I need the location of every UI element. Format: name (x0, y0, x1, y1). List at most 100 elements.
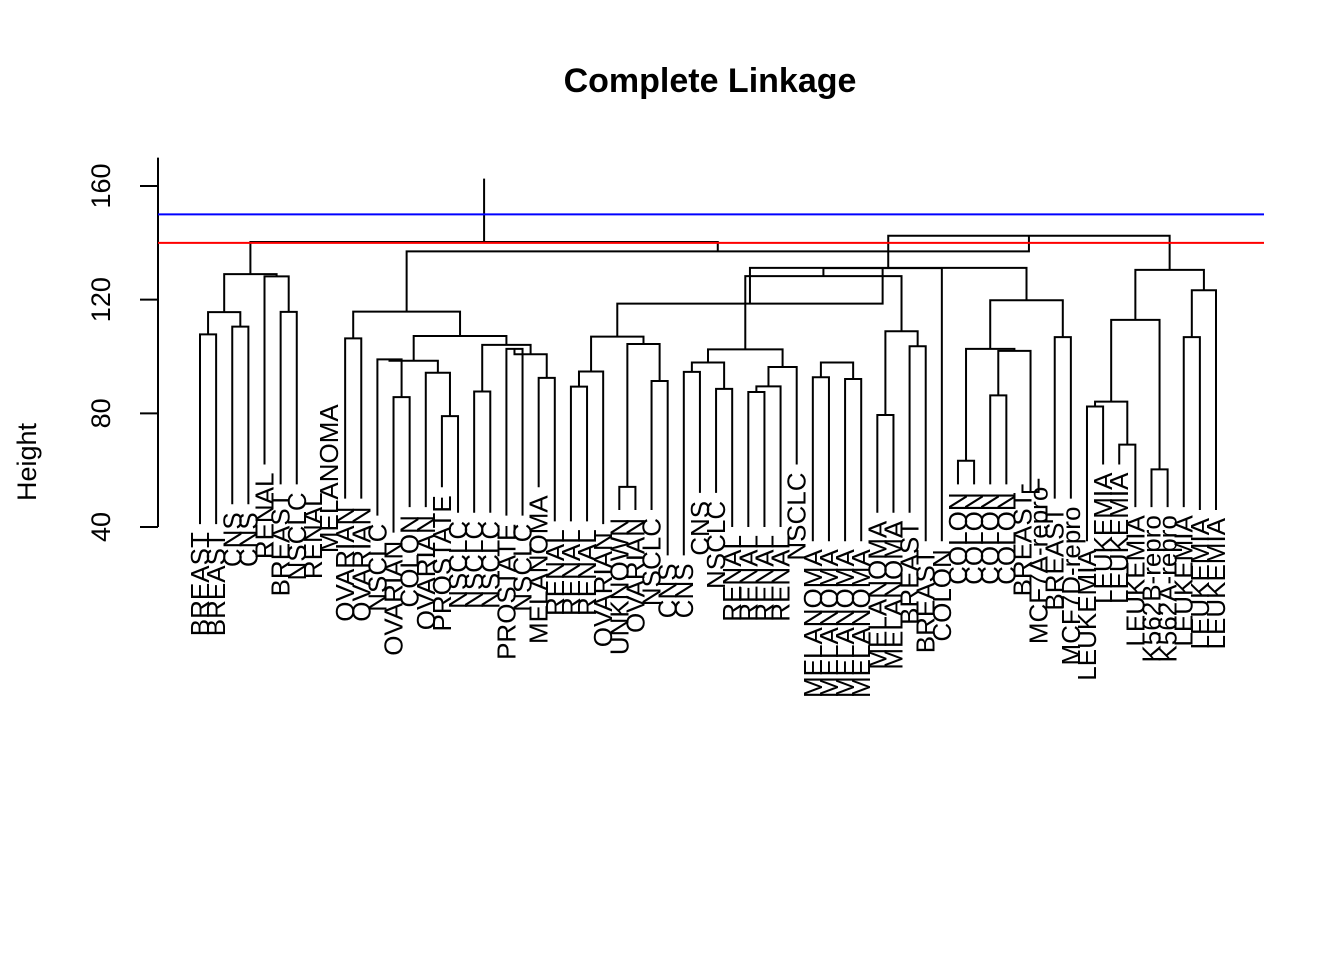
dendrogram-tree (199, 178, 1217, 556)
leaf-label: CNS (669, 563, 699, 618)
dendrogram-merge-43 (989, 394, 1008, 485)
leaf-label: RENAL (717, 535, 747, 622)
y-tick-label: 80 (86, 398, 116, 428)
leaf-label: RENAL (766, 535, 796, 622)
dendrogram-merge-25 (590, 335, 645, 372)
dendrogram-merge-29 (747, 391, 766, 527)
dendrogram-merge-38 (884, 330, 919, 416)
y-axis: 40 80 120 160 (86, 157, 159, 542)
dendrogram-merge-53 (1150, 468, 1169, 508)
dendrogram-merge-49 (748, 266, 1028, 304)
y-tick-label: 160 (86, 163, 116, 208)
dendrogram-merge-36 (876, 414, 895, 513)
leaf-label: NSCLC (282, 492, 312, 580)
leaf-label: LEUKEMIA (1169, 514, 1199, 646)
dendrogram-merge-57 (1134, 268, 1205, 320)
dendrogram-merge-21 (352, 310, 462, 339)
leaf-label: MELANOMA (524, 495, 554, 644)
dendrogram-merge-9 (376, 358, 403, 516)
leaf-label: PROSTATE (491, 524, 521, 660)
leaf-label: PROSTATE (427, 495, 457, 631)
leaf-label: NSCLC (475, 521, 505, 609)
cut-lines (158, 213, 1264, 244)
dendrogram-merge-40 (822, 267, 943, 542)
leaf-label: RENAL (749, 535, 779, 622)
leaf-label: OVARIAN (330, 507, 360, 622)
leaf-label: COLON (991, 492, 1021, 584)
y-tick-label: 40 (86, 512, 116, 542)
dendrogram-merge-30 (755, 385, 782, 527)
leaf-label: OVARIAN (588, 532, 618, 647)
leaf-label: UNKNOWN (604, 518, 634, 655)
leaf-labels: BREASTBREASTCNSCNSRENALBREASTNSCLCRENALM… (185, 404, 1231, 698)
leaf-label: BREAST (266, 492, 296, 596)
dendrogram-merge-52 (1094, 400, 1129, 445)
leaf-label: COLON (395, 515, 425, 607)
leaf-label: LEUKEMIA (1088, 472, 1118, 604)
leaf-label: MELANOMA (314, 404, 344, 553)
dendrogram-merge-15 (537, 376, 556, 522)
leaf-label: BREAST (201, 532, 231, 636)
leaf-label: RENAL (556, 529, 586, 616)
dendrogram-merge-39 (744, 275, 903, 350)
leaf-label: RENAL (572, 529, 602, 616)
leaf-label: CNS (685, 501, 715, 556)
leaf-label: BREAST (895, 521, 925, 625)
dendrogram-merge-35 (819, 361, 855, 379)
leaf-label: MELANOMA (862, 520, 892, 669)
dendrogram-merge-3 (279, 310, 298, 485)
leaf-label: NSCLC (459, 521, 489, 609)
leaf-label: COLON (943, 492, 973, 584)
leaf-label: RENAL (250, 472, 280, 559)
dendrogram-merge-31 (767, 366, 798, 465)
dendrogram-merge-46 (1053, 336, 1072, 499)
dendrogram-merge-54 (1182, 336, 1201, 510)
leaf-label: LEUKEMIA (1104, 472, 1134, 604)
dendrogram-merge-32 (707, 348, 784, 368)
dendrogram-merge-16 (513, 348, 548, 378)
leaf-label: OVARIAN (620, 518, 650, 633)
chart-title: Complete Linkage (564, 62, 857, 100)
dendrogram-merge-12 (388, 359, 439, 373)
dendrogram-merge-4 (207, 311, 242, 335)
dendrogram-merge-1 (199, 333, 218, 525)
leaf-label: OVARIAN (379, 541, 409, 656)
dendrogram-merge-33 (811, 376, 830, 542)
dendrogram-merge-5 (263, 275, 290, 465)
dendrogram-merge-45 (997, 349, 1032, 493)
leaf-label: NSCLC (701, 501, 731, 589)
dendrogram-merge-13 (473, 390, 492, 513)
dendrogram-merge-24 (626, 342, 661, 487)
dendrogram-merge-7 (344, 337, 363, 499)
leaf-label: MELANOMA (814, 549, 844, 698)
leaf-label: OVARIAN (411, 515, 441, 630)
leaf-label: RENAL (298, 492, 328, 579)
dendrogram-merge-14 (505, 347, 524, 516)
y-tick-label: 120 (86, 277, 116, 322)
dendrogram-merge-2 (231, 325, 250, 505)
dendrogram-merge-19 (577, 370, 605, 525)
leaf-label: COLON (975, 492, 1005, 584)
dendrogram-merge-42 (956, 459, 976, 485)
leaf-label: LEUKEMIA (1072, 549, 1102, 681)
leaf-label: CNS (233, 512, 263, 567)
leaf-label: CNS (217, 512, 247, 567)
dendrogram-merge-37 (908, 345, 927, 542)
dendrogram-merge-60 (249, 240, 719, 275)
dendrogram-merge-22 (618, 485, 637, 510)
leaf-label: BREAST (1007, 492, 1037, 596)
leaf-label: NSCLC (782, 472, 812, 560)
y-axis-label: Height (12, 422, 42, 501)
leaf-label: LEUKEMIA (1201, 517, 1231, 649)
leaf-label: NSCLC (637, 518, 667, 606)
leaf-label: MELANOMA (846, 549, 876, 698)
dendrogram-merge-56 (1190, 289, 1217, 510)
dendrogram-merge-20 (412, 335, 508, 361)
leaf-label: MELANOMA (798, 549, 828, 698)
leaf-label: LEUKEMIA (1185, 517, 1215, 649)
leaf-label: MCF7D-repro (1056, 507, 1086, 666)
leaf-label: K562A-repro (1153, 515, 1183, 662)
leaf-label: COLON (927, 549, 957, 641)
